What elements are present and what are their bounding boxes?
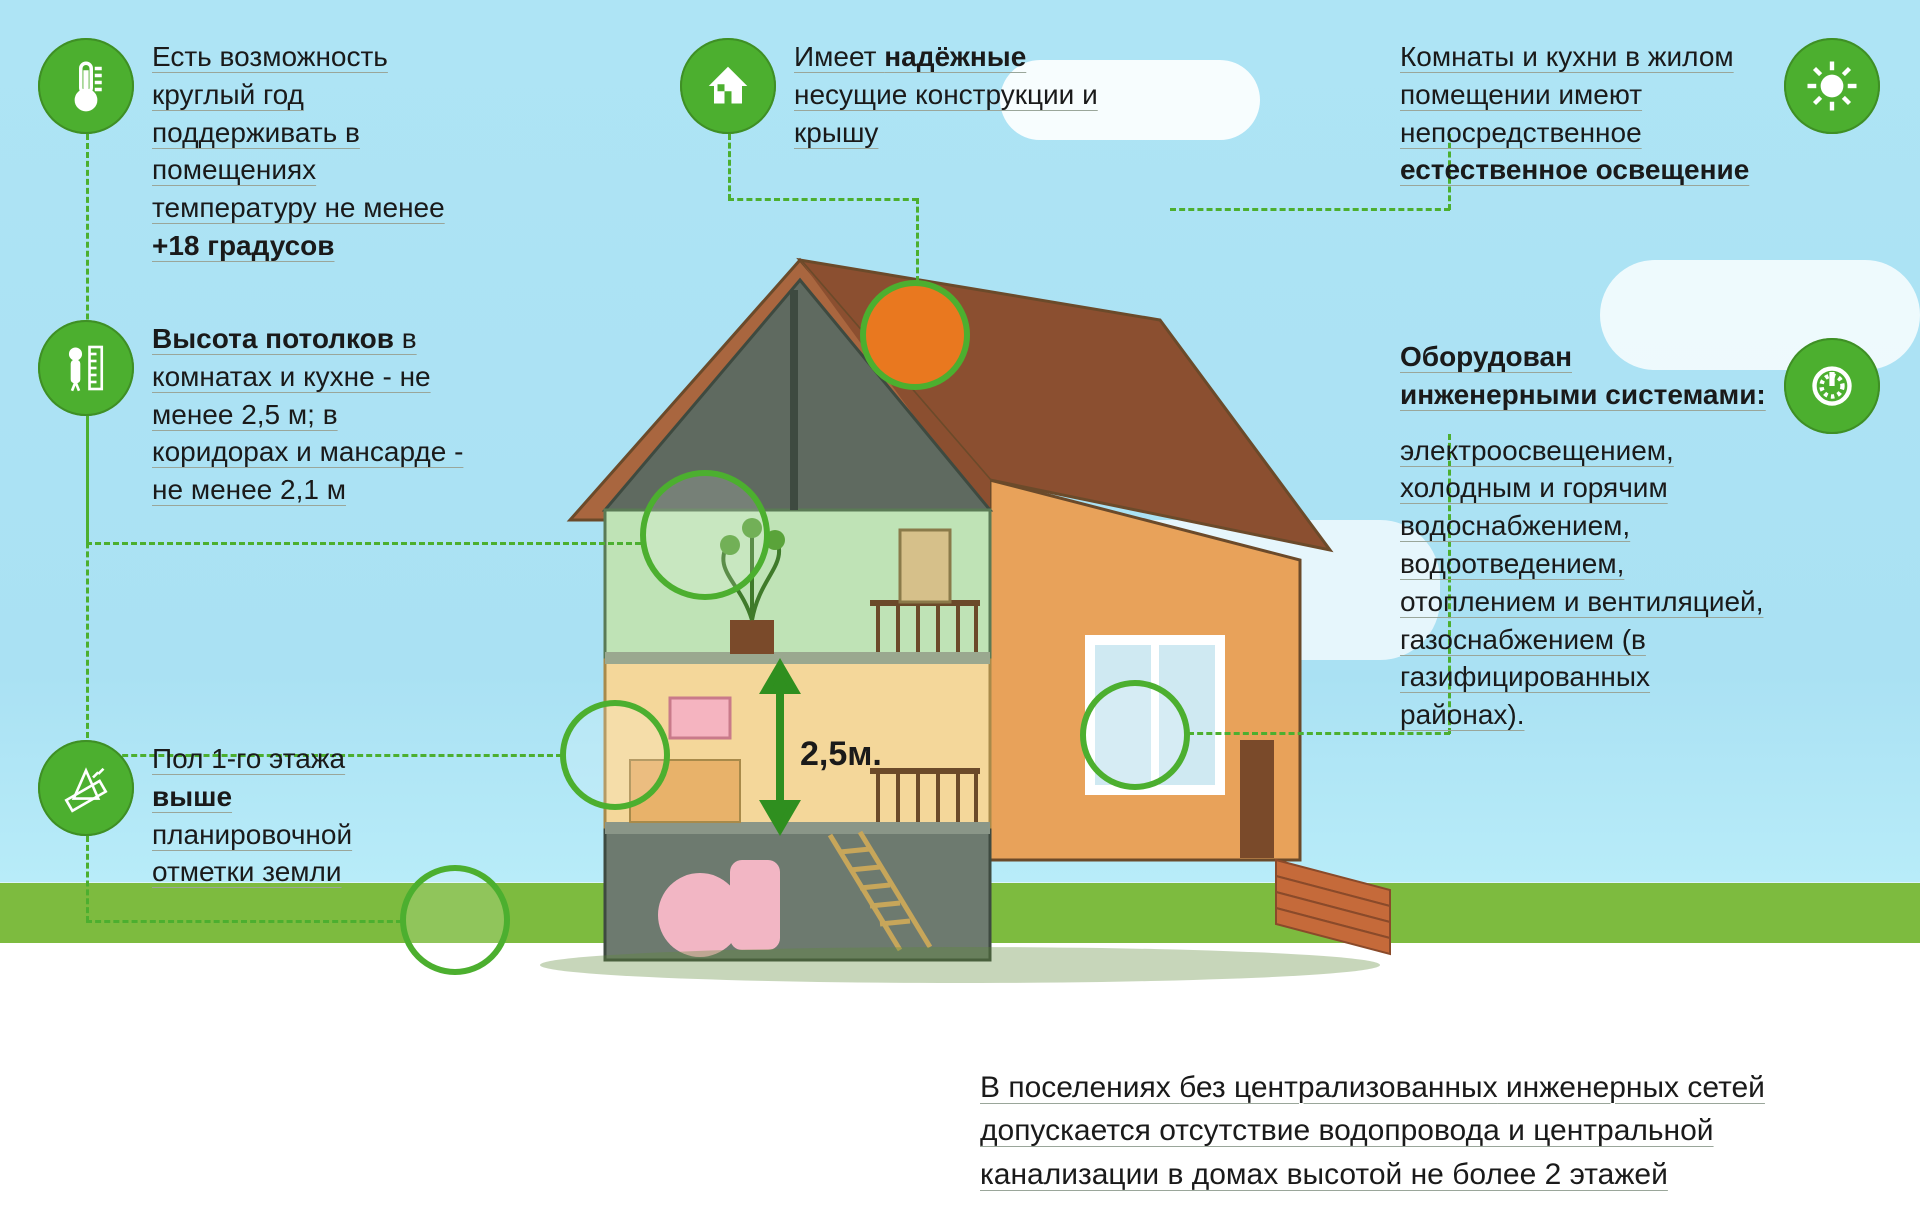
connector — [86, 920, 402, 923]
callout-ceiling: Высота потолков в комнатах и кухне - не … — [38, 320, 478, 509]
marker-wall — [560, 700, 670, 810]
callout-light: Комнаты и кухни в жилом помещении имеют … — [1400, 38, 1880, 189]
callout-temperature: Есть возможность круглый год поддерживат… — [38, 38, 478, 265]
house-icon — [680, 38, 776, 134]
callout-text: Есть возможность круглый год поддерживат… — [152, 38, 478, 265]
marker-plant — [640, 470, 770, 600]
connector — [1170, 208, 1450, 211]
connector — [728, 198, 918, 201]
callout-floor: Пол 1-го этажа выше планировочной отметк… — [38, 740, 418, 891]
callout-roof: Имеет надёжные несущие конструкции и кры… — [680, 38, 1100, 151]
ruler-icon — [38, 740, 134, 836]
footer-note: В поселениях без централизованных инжене… — [980, 1066, 1880, 1197]
callout-systems: Оборудован инженерными системами: электр… — [1400, 338, 1880, 734]
callout-text: Высота потолков в комнатах и кухне - не … — [152, 320, 478, 509]
callout-subtext: электроосвещением, холодным и горячим во… — [1400, 432, 1766, 734]
callout-text: Комнаты и кухни в жилом помещении имеют … — [1400, 38, 1766, 189]
sun-icon — [1784, 38, 1880, 134]
dial-icon — [1784, 338, 1880, 434]
callout-text: Имеет надёжные несущие конструкции и кры… — [794, 38, 1100, 151]
connector — [916, 198, 919, 282]
connector — [86, 542, 641, 545]
marker-window — [1080, 680, 1190, 790]
callout-text: Пол 1-го этажа выше планировочной отметк… — [152, 740, 418, 891]
ceiling-height-label: 2,5м. — [800, 735, 882, 774]
marker-roof — [860, 280, 970, 390]
height-icon — [38, 320, 134, 416]
callout-text: Оборудован инженерными системами: — [1400, 338, 1766, 414]
thermometer-icon — [38, 38, 134, 134]
